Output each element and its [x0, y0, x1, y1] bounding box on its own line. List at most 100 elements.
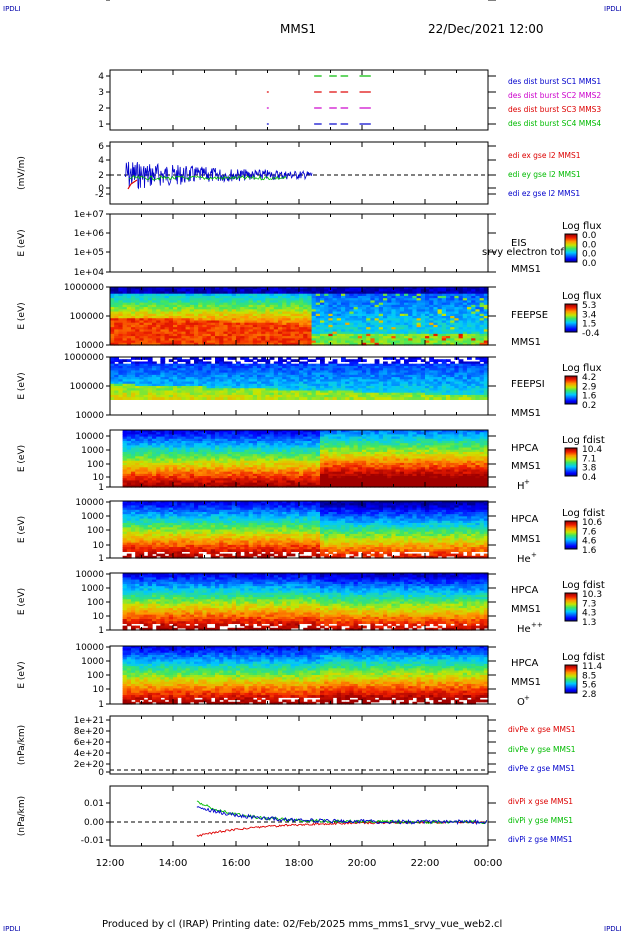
spectrogram-cell: [131, 302, 136, 306]
spectrogram-cell: [173, 338, 178, 342]
spectrogram-cell: [257, 397, 262, 400]
spectrogram-cell: [126, 340, 132, 344]
spectrogram-cell: [181, 295, 187, 299]
spectrogram-cell: [110, 304, 115, 308]
spectrogram-cell: [152, 295, 157, 299]
spectrogram-cell: [198, 331, 203, 335]
spectrogram-cell: [265, 302, 271, 306]
spectrogram-cell: [177, 287, 182, 290]
spectrogram-cell: [273, 327, 279, 330]
spectrogram-cell: [168, 291, 174, 295]
spectrogram-cell: [185, 333, 191, 337]
spectrogram-cell: [399, 397, 405, 400]
spectrogram-cell: [135, 309, 140, 313]
spectrogram-cell: [244, 311, 250, 315]
spectrogram-cell: [240, 304, 245, 308]
spectrogram-cell: [198, 295, 203, 299]
spectrogram-cell: [202, 322, 208, 326]
y-tick-label: 10000: [75, 341, 104, 351]
spectrogram-cell: [252, 342, 258, 346]
spectrogram-cell: [118, 291, 124, 295]
spectrogram-cell: [231, 342, 237, 346]
spectrogram-cell: [223, 291, 229, 295]
legend-entry: des dist burst SC1 MMS1: [508, 77, 601, 86]
spectrogram-cell: [227, 397, 233, 400]
spectrogram-cell: [177, 311, 182, 315]
spectrogram-cell: [181, 293, 187, 297]
spectrogram-cell: [194, 324, 199, 328]
spectrogram-cell: [126, 342, 132, 346]
spectrogram-cell: [160, 309, 166, 313]
spectrogram-cell: [265, 291, 271, 295]
spectrogram-cell: [299, 397, 304, 400]
panel-label: FEEPSI: [511, 379, 545, 390]
colorbar-cell: [565, 255, 577, 257]
spectrogram-cell: [185, 309, 191, 313]
spectrogram-cell: [135, 331, 140, 335]
spectrogram-cell: [223, 327, 229, 330]
y-tick-label: 3: [98, 88, 104, 98]
spectrogram-cell: [236, 331, 241, 335]
spectrogram-cell: [189, 336, 195, 339]
spectrogram-cell: [257, 289, 262, 293]
spectrogram-cell: [231, 287, 237, 290]
spectrogram-cell: [147, 397, 153, 400]
spectrogram-cell: [160, 322, 166, 326]
spectrogram-cell: [189, 313, 195, 317]
spectrogram-cell: [240, 329, 245, 333]
spectrogram-cell: [261, 318, 266, 322]
spectrogram-cell: [114, 329, 119, 333]
spectrogram-cell: [143, 397, 149, 400]
spectrogram-cell: [110, 318, 115, 322]
spectrogram-cell: [227, 342, 233, 346]
spectrogram-cell: [248, 287, 254, 290]
spectrogram-cell: [139, 336, 145, 339]
y-axis-label: (mV/m): [17, 156, 27, 190]
spectrogram-cell: [122, 304, 128, 308]
spectrogram-cell: [164, 289, 170, 293]
spectrogram-cell: [324, 397, 329, 400]
spectrogram-cell: [244, 327, 250, 330]
spectrogram-cell: [215, 295, 220, 299]
spectrogram-cell: [122, 291, 128, 295]
spectrogram-cell: [269, 320, 275, 324]
spectrogram-cell: [248, 333, 254, 337]
spectrogram-cell: [118, 287, 124, 290]
spectrogram-cell: [168, 287, 174, 290]
spectrogram-cell: [265, 304, 271, 308]
spectrogram-cell: [215, 324, 220, 328]
spectrogram-cell: [160, 313, 166, 317]
spectrogram-cell: [341, 359, 346, 363]
spectrogram-cell: [269, 318, 275, 322]
spectrogram-cell: [164, 287, 170, 290]
spectrogram-cell: [131, 313, 136, 317]
spectrogram-cell: [202, 333, 208, 337]
spectrogram-cell: [160, 327, 166, 330]
spectrogram-cell: [261, 338, 266, 342]
spectrogram-cell: [126, 336, 132, 339]
spectrogram-cell: [164, 313, 170, 317]
spectrogram-cell: [227, 318, 233, 322]
spectrogram-cell: [131, 298, 136, 301]
spectrogram-cell: [173, 329, 178, 333]
spectrogram-cell: [244, 329, 250, 333]
spectrogram-cell: [219, 340, 224, 344]
spectrogram-cell: [152, 302, 157, 306]
spectrogram-cell: [210, 307, 216, 310]
legend-entry: edi ey gse l2 MMS1: [508, 170, 581, 179]
spectrogram-cell: [210, 322, 216, 326]
spectrogram-cell: [202, 320, 208, 324]
spectrogram-cell: [173, 313, 178, 317]
y-tick-label: 4: [98, 156, 104, 166]
spectrogram-cell: [168, 340, 174, 344]
spectrogram-cell: [181, 304, 187, 308]
spectrogram-cell: [378, 397, 384, 400]
spectrogram-cell: [194, 304, 199, 308]
spectrogram-cell: [168, 309, 174, 313]
spectrogram-cell: [261, 311, 266, 315]
spectrogram-cell: [219, 324, 224, 328]
spectrogram-cell: [110, 311, 115, 315]
spectrogram-cell: [269, 316, 275, 319]
y-tick-label: 1000000: [64, 283, 104, 293]
